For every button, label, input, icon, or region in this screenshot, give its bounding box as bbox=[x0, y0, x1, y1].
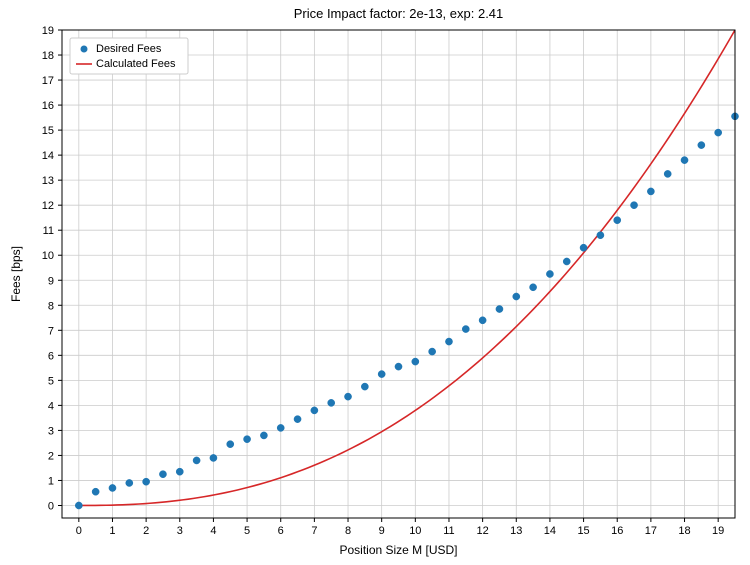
ytick-label: 1 bbox=[48, 475, 54, 487]
ytick-label: 4 bbox=[48, 400, 54, 412]
ytick-label: 12 bbox=[42, 200, 54, 212]
ytick-label: 17 bbox=[42, 75, 54, 87]
xtick-label: 10 bbox=[409, 525, 421, 537]
xtick-label: 11 bbox=[443, 525, 454, 537]
ytick-label: 3 bbox=[48, 425, 54, 437]
xtick-label: 1 bbox=[109, 525, 115, 537]
chart-title: Price Impact factor: 2e-13, exp: 2.41 bbox=[294, 6, 504, 21]
xtick-label: 14 bbox=[544, 525, 556, 537]
xtick-label: 13 bbox=[510, 525, 522, 537]
xtick-label: 15 bbox=[577, 525, 589, 537]
ytick-label: 16 bbox=[42, 100, 54, 112]
ytick-label: 6 bbox=[48, 350, 54, 362]
xtick-label: 2 bbox=[143, 525, 149, 537]
ytick-label: 2 bbox=[48, 450, 54, 462]
xtick-label: 18 bbox=[678, 525, 690, 537]
y-axis-label: Fees [bps] bbox=[9, 246, 23, 302]
chart-container: 0123456789101112131415161718190123456789… bbox=[0, 0, 750, 565]
ytick-label: 7 bbox=[48, 325, 54, 337]
ytick-label: 9 bbox=[48, 275, 54, 287]
xtick-label: 3 bbox=[177, 525, 183, 537]
ytick-label: 13 bbox=[42, 175, 54, 187]
xtick-label: 9 bbox=[379, 525, 385, 537]
xtick-label: 7 bbox=[311, 525, 317, 537]
xtick-label: 4 bbox=[210, 525, 216, 537]
ytick-label: 19 bbox=[42, 25, 54, 37]
xtick-label: 12 bbox=[477, 525, 489, 537]
legend: Desired Fees Calculated Fees bbox=[70, 38, 188, 74]
xtick-label: 19 bbox=[712, 525, 724, 537]
xtick-label: 16 bbox=[611, 525, 623, 537]
ytick-label: 0 bbox=[48, 500, 54, 512]
xtick-label: 17 bbox=[645, 525, 657, 537]
xtick-label: 8 bbox=[345, 525, 351, 537]
ytick-label: 14 bbox=[42, 150, 54, 162]
xtick-label: 5 bbox=[244, 525, 250, 537]
ytick-label: 8 bbox=[48, 300, 54, 312]
ytick-label: 11 bbox=[43, 225, 54, 237]
ytick-label: 18 bbox=[42, 50, 54, 62]
ytick-label: 15 bbox=[42, 125, 54, 137]
chart-svg: 0123456789101112131415161718190123456789… bbox=[0, 0, 750, 565]
ytick-label: 5 bbox=[48, 375, 54, 387]
legend-label-desired: Desired Fees bbox=[96, 43, 162, 55]
xtick-label: 0 bbox=[76, 525, 82, 537]
legend-label-calculated: Calculated Fees bbox=[96, 58, 176, 70]
ytick-label: 10 bbox=[42, 250, 54, 262]
xtick-label: 6 bbox=[278, 525, 284, 537]
x-axis-label: Position Size M [USD] bbox=[339, 543, 457, 557]
